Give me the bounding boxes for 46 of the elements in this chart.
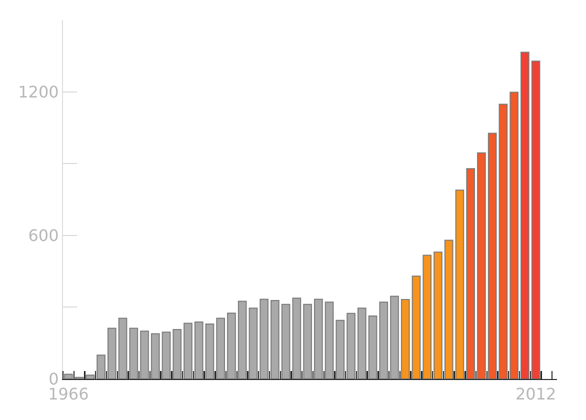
bar <box>140 330 149 379</box>
bar <box>303 304 312 379</box>
bar <box>172 328 182 379</box>
bar <box>162 332 171 379</box>
bar <box>260 298 268 379</box>
bar <box>227 312 236 379</box>
bar <box>390 296 399 379</box>
bar <box>368 316 378 379</box>
bar <box>314 298 323 379</box>
bar <box>357 308 366 379</box>
bar <box>184 322 192 379</box>
bar <box>466 168 475 379</box>
bar <box>205 323 214 379</box>
bar <box>455 190 464 379</box>
bar <box>248 308 258 379</box>
bar <box>379 302 388 379</box>
bar <box>150 333 160 379</box>
bar <box>434 252 442 379</box>
bar <box>216 318 226 379</box>
bar <box>238 300 247 379</box>
bar <box>292 298 302 379</box>
bar <box>498 104 508 379</box>
bar <box>412 276 421 379</box>
bar <box>510 92 518 379</box>
bar <box>477 152 486 379</box>
bar <box>96 354 106 379</box>
y-tick-label: 600 <box>28 226 59 245</box>
x-tick-label: 2012 <box>515 384 556 404</box>
bar <box>108 328 116 379</box>
bar <box>488 132 497 379</box>
bar <box>422 254 432 379</box>
bar <box>520 52 530 379</box>
bar <box>531 60 540 379</box>
bar <box>194 322 204 379</box>
bar <box>64 374 73 379</box>
bar <box>346 312 356 379</box>
bar <box>281 304 290 379</box>
bar <box>324 302 334 379</box>
bar <box>270 300 280 379</box>
bar <box>86 374 95 379</box>
bar <box>118 318 128 379</box>
bar <box>400 299 410 379</box>
bar <box>129 328 138 379</box>
y-tick-label: 1200 <box>18 82 59 102</box>
bar <box>444 240 454 379</box>
bar <box>336 320 345 379</box>
